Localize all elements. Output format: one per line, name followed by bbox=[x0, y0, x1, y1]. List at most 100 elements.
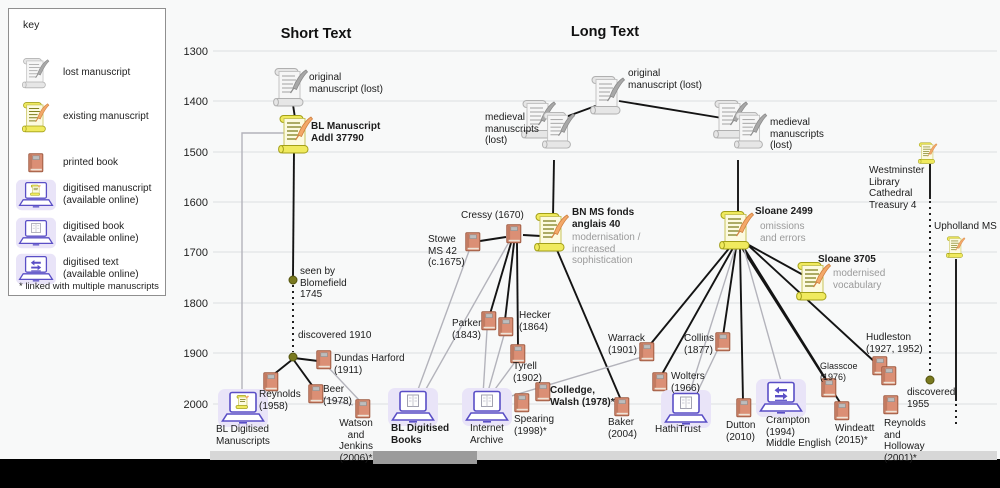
medieval-right-ms-icon bbox=[713, 100, 768, 149]
hecker-book-icon bbox=[498, 317, 514, 337]
edge-black-1 bbox=[292, 149, 295, 277]
key-item-book: printed book bbox=[9, 143, 165, 183]
edge-gray-31 bbox=[415, 250, 470, 396]
key-item-ms-lost: lost manuscript bbox=[9, 53, 165, 93]
key-item-laptop-book: digitised book (available online) bbox=[9, 213, 165, 253]
edge-black-13 bbox=[516, 242, 519, 348]
edge-black-4 bbox=[293, 357, 319, 362]
dundas-book-icon bbox=[316, 350, 332, 370]
laptop-book-key-icon bbox=[16, 217, 56, 249]
key-item-label: lost manuscript bbox=[63, 67, 131, 78]
beer-book-icon bbox=[308, 384, 324, 404]
edge-gray-28 bbox=[241, 132, 287, 394]
edge-gray-30 bbox=[318, 396, 354, 406]
dutton-book-icon bbox=[736, 398, 752, 418]
timeline-year-1600: 1600 bbox=[184, 197, 208, 209]
hathitrust-icon bbox=[661, 390, 711, 428]
edge-black-14 bbox=[556, 249, 622, 401]
book-key-icon bbox=[28, 153, 44, 173]
edge-black-22 bbox=[741, 247, 842, 405]
internet-archive-icon bbox=[462, 388, 512, 426]
key-title: key bbox=[23, 19, 40, 31]
timeline-year-1500: 1500 bbox=[184, 147, 208, 159]
timeline-year-2000: 2000 bbox=[184, 399, 208, 411]
horizontal-scrollbar[interactable] bbox=[210, 451, 997, 460]
key-item-label: printed book bbox=[63, 157, 119, 168]
key-item-label: existing manuscript bbox=[63, 111, 149, 122]
edge-gray-38 bbox=[687, 248, 736, 399]
edge-black-18 bbox=[739, 247, 744, 402]
edge-black-7 bbox=[552, 159, 555, 218]
bl-addl-37790-ms-icon bbox=[278, 115, 314, 154]
bl-dig-ms-icon bbox=[218, 389, 268, 427]
timeline-year-1900: 1900 bbox=[184, 348, 208, 360]
laptop-ms-key-icon bbox=[16, 179, 56, 211]
edge-gray-39 bbox=[743, 248, 784, 389]
edge-gray-32 bbox=[421, 241, 510, 397]
key-panel: key lost manuscript existing manuscript pr… bbox=[8, 8, 166, 296]
warrack-book-icon bbox=[639, 342, 655, 362]
edge-black-11 bbox=[489, 242, 512, 315]
colledge-book-icon bbox=[535, 382, 551, 402]
spearing-book-icon bbox=[514, 393, 530, 413]
hudleston-books-icon bbox=[872, 356, 897, 386]
edge-black-15 bbox=[648, 245, 732, 347]
stowe-book-icon bbox=[465, 232, 481, 252]
edge-black-10 bbox=[479, 236, 507, 242]
baker-book-icon bbox=[614, 397, 630, 417]
edge-black-16 bbox=[660, 247, 734, 377]
key-item-label: digitised manuscript (available online) bbox=[63, 183, 152, 206]
laptop-text-key-icon bbox=[16, 253, 56, 285]
bl-dig-books-icon bbox=[388, 388, 438, 426]
timeline-year-1700: 1700 bbox=[184, 247, 208, 259]
bn-fonds-ms-icon bbox=[534, 213, 570, 252]
lt-original-ms-icon bbox=[590, 76, 626, 115]
edge-black-12 bbox=[504, 242, 515, 321]
edge-black-19 bbox=[746, 243, 806, 277]
key-footnote: * linked with multiple manuscripts bbox=[19, 281, 159, 292]
discovered-1955-dot bbox=[925, 375, 935, 385]
timeline-year-1300: 1300 bbox=[184, 46, 208, 58]
key-item-label: digitised book (available online) bbox=[63, 221, 139, 244]
crampton-icon bbox=[756, 379, 806, 417]
upholland-ms-icon bbox=[946, 236, 966, 258]
timeline-year-1800: 1800 bbox=[184, 298, 208, 310]
reynolds-book-icon bbox=[263, 372, 279, 392]
edge-black-6 bbox=[618, 100, 729, 120]
seen-blomefield-dot bbox=[288, 275, 298, 285]
key-item-ms-yellow: existing manuscript bbox=[9, 97, 165, 137]
ms-lost-key-icon bbox=[22, 58, 50, 89]
edge-gray-34 bbox=[486, 334, 505, 396]
scrollbar-thumb[interactable] bbox=[373, 451, 477, 464]
tyrell-book-icon bbox=[510, 344, 526, 364]
glasscoe-book-icon bbox=[821, 378, 837, 398]
key-item-laptop-text: digitised text (available online) bbox=[9, 249, 165, 289]
edge-gray-33 bbox=[482, 329, 488, 396]
sloane-2499-ms-icon bbox=[719, 211, 755, 250]
edge-black-9 bbox=[522, 234, 542, 237]
discovered-1910-dot bbox=[288, 352, 298, 362]
edge-black-3 bbox=[292, 358, 315, 389]
edge-black-17 bbox=[722, 247, 737, 337]
westminster-ms-icon bbox=[918, 142, 938, 164]
edge-gray-36 bbox=[497, 356, 643, 401]
collins-book-icon bbox=[715, 332, 731, 352]
windeatt-book-icon bbox=[834, 401, 850, 421]
parker-book-icon bbox=[481, 311, 497, 331]
cressy-book-icon bbox=[506, 224, 522, 244]
reyhol-book-icon bbox=[883, 395, 899, 415]
sloane-3705-ms-icon bbox=[796, 262, 832, 301]
medieval-left-ms-icon bbox=[521, 100, 576, 149]
edge-gray-29 bbox=[326, 365, 360, 401]
short-text-header: Short Text bbox=[280, 26, 352, 42]
long-text-header: Long Text bbox=[570, 24, 640, 40]
timeline-year-1400: 1400 bbox=[184, 96, 208, 108]
watson-book-icon bbox=[355, 399, 371, 419]
st-original-ms-icon bbox=[273, 68, 309, 107]
key-item-laptop-ms: digitised manuscript (available online) bbox=[9, 175, 165, 215]
ms-yellow-key-icon bbox=[22, 102, 50, 133]
key-item-label: digitised text (available online) bbox=[63, 257, 139, 280]
edge-black-21 bbox=[748, 245, 878, 365]
